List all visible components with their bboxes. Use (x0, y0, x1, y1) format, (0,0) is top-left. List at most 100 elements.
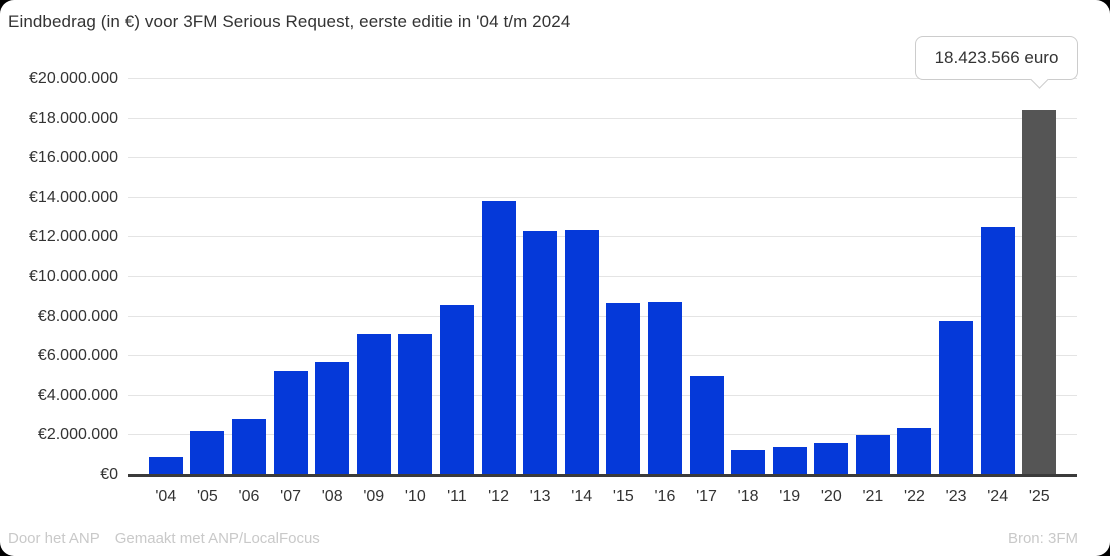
gridline (128, 355, 1077, 357)
bar-slot (395, 79, 437, 475)
bar-17[interactable] (689, 376, 724, 475)
bar-slot (1018, 79, 1060, 475)
bar-23[interactable] (939, 320, 974, 475)
gridline (128, 157, 1077, 159)
bar-slot (145, 79, 187, 475)
x-tick-label: '20 (820, 488, 842, 505)
x-tick-label: '12 (488, 488, 509, 505)
bar-slot (686, 79, 728, 475)
x-tick-label: '19 (779, 488, 801, 505)
gridline (128, 117, 1077, 119)
y-tick-label: €4.000.000 (37, 386, 118, 404)
x-tick-label: '04 (155, 488, 177, 505)
bar-14[interactable] (564, 230, 599, 475)
bar-slot (935, 79, 977, 475)
gridline (128, 236, 1077, 238)
bar-04[interactable] (148, 457, 183, 475)
bar-slot (727, 79, 769, 475)
bar-21[interactable] (855, 435, 890, 475)
bar-13[interactable] (523, 231, 558, 475)
bar-slot (769, 79, 811, 475)
bar-05[interactable] (190, 431, 225, 475)
plot-area (128, 78, 1077, 477)
bar-24[interactable] (980, 226, 1015, 475)
x-tick-label: '17 (696, 488, 717, 505)
bar-slot (436, 79, 478, 475)
x-tick-label: '24 (987, 488, 1009, 505)
x-tick-label: '10 (404, 488, 426, 505)
y-tick-label: €18.000.000 (29, 109, 118, 127)
x-tick-label: '06 (238, 488, 260, 505)
footer-byline: Door het ANP (8, 530, 100, 547)
bar-slot (561, 79, 603, 475)
bar-09[interactable] (356, 334, 391, 475)
bar-slot (977, 79, 1019, 475)
bar-slot (187, 79, 229, 475)
tooltip-value-label: 18.423.566 euro (934, 48, 1059, 67)
x-tick-label: '14 (571, 488, 593, 505)
y-tick-label: €0 (100, 466, 118, 483)
bar-15[interactable] (606, 302, 641, 475)
x-tick-label: '15 (612, 488, 634, 505)
y-tick-label: €8.000.000 (37, 307, 118, 325)
bar-18[interactable] (731, 450, 766, 475)
x-tick-label: '18 (737, 488, 759, 505)
bar-slot (519, 79, 561, 475)
bar-19[interactable] (772, 447, 807, 475)
gridline (128, 276, 1077, 277)
gridline (128, 78, 1077, 79)
gridline (128, 315, 1077, 317)
bar-slot (478, 79, 520, 475)
bar-11[interactable] (439, 304, 474, 475)
y-tick-label: €2.000.000 (37, 426, 118, 444)
x-tick-label: '16 (654, 488, 676, 505)
bar-slot (603, 79, 645, 475)
bar-slot (270, 79, 312, 475)
bar-slot (644, 79, 686, 475)
y-tick-label: €14.000.000 (29, 188, 118, 206)
x-tick-label: '11 (447, 488, 467, 505)
x-tick-label: '25 (1028, 488, 1050, 505)
bar-slot (811, 79, 853, 475)
bar-series (145, 79, 1060, 475)
bar-slot (894, 79, 936, 475)
chart-title: Eindbedrag (in €) voor 3FM Serious Reque… (8, 12, 571, 31)
tooltip: 18.423.566 euro (915, 36, 1078, 89)
x-axis-baseline (128, 474, 1077, 477)
y-tick-label: €12.000.000 (29, 228, 118, 246)
bar-slot (228, 79, 270, 475)
y-tick-label: €16.000.000 (29, 149, 118, 167)
y-axis: €0 €2.000.000 €4.000.000 €6.000.000 €8.000.0… (0, 70, 118, 483)
y-tick-label: €10.000.000 (29, 268, 118, 285)
bar-12[interactable] (481, 200, 516, 475)
x-tick-label: '21 (862, 488, 884, 505)
bar-06[interactable] (231, 418, 266, 475)
x-tick-label: '23 (945, 488, 967, 505)
footer-source: Bron: 3FM (1007, 530, 1078, 547)
x-tick-label: '05 (196, 488, 218, 505)
x-tick-label: '13 (529, 488, 551, 505)
gridline (128, 434, 1077, 436)
gridline (128, 196, 1077, 198)
gridline (128, 394, 1077, 396)
bar-slot (353, 79, 395, 475)
x-tick-label: '22 (904, 488, 925, 505)
bar-slot (311, 79, 353, 475)
x-tick-label: '07 (280, 488, 301, 505)
x-tick-label: '08 (321, 488, 343, 505)
footer-made-with: Gemaakt met ANP/LocalFocus (114, 530, 320, 547)
bar-20[interactable] (814, 443, 849, 475)
bar-25[interactable] (1022, 110, 1057, 475)
y-tick-label: €6.000.000 (37, 347, 118, 365)
bar-22[interactable] (897, 428, 932, 475)
bar-slot (852, 79, 894, 475)
bar-16[interactable] (647, 301, 682, 475)
x-axis: '04 '05 '06 '07 '08 '09 '10 '11 '12 '13 '14 '15 '16 '… (145, 486, 1060, 508)
footer: Door het ANP Gemaakt met ANP/LocalFocus … (8, 530, 1078, 547)
bar-08[interactable] (315, 362, 350, 475)
bar-10[interactable] (398, 334, 433, 475)
y-tick-label: €20.000.000 (29, 70, 118, 87)
bar-07[interactable] (273, 371, 308, 475)
x-tick-label: '09 (363, 488, 385, 505)
